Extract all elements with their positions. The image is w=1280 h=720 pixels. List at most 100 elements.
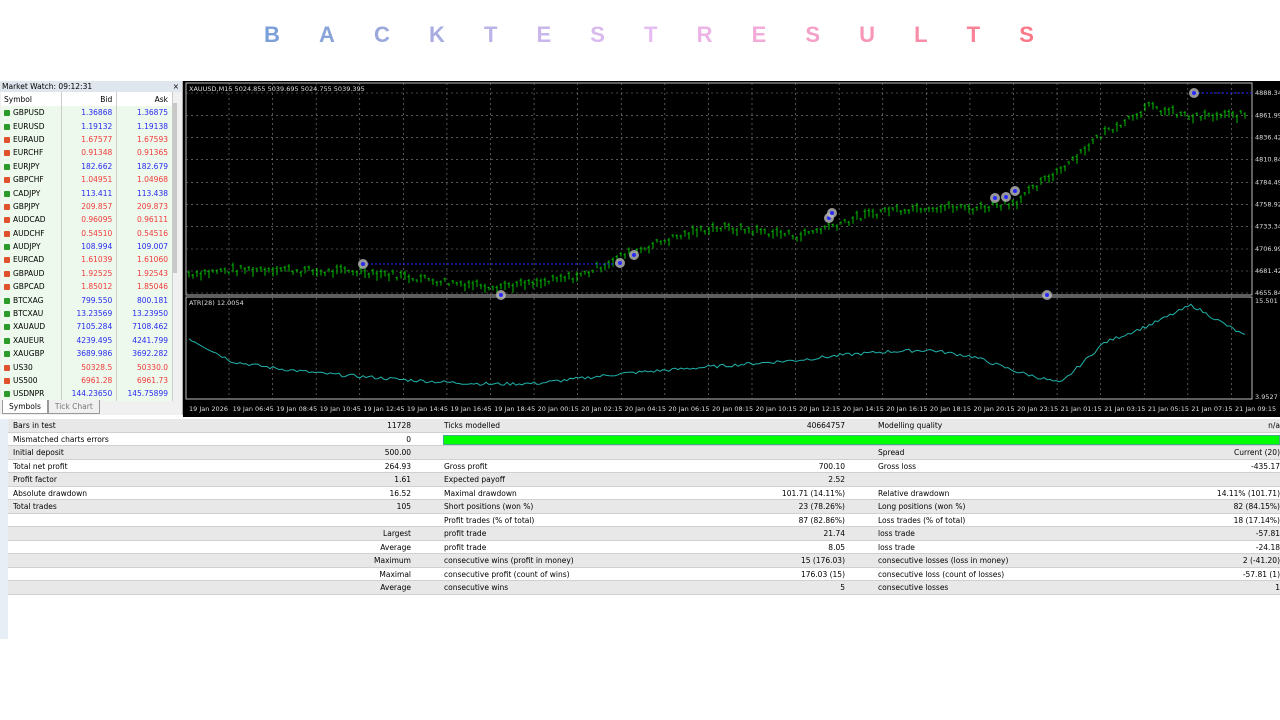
market-watch-row[interactable]: US500 6961.28 6961.73 (1, 373, 173, 388)
close-icon[interactable]: × (172, 82, 179, 91)
market-watch-row[interactable]: XAUGBP 3689.986 3692.282 (1, 347, 173, 361)
time-tick: 20 Jan 06:15 (668, 405, 709, 413)
market-watch-row[interactable]: CADJPY 113.411 113.438 (1, 186, 173, 200)
symbol-name: GBPAUD (13, 268, 45, 278)
title-letter: S (590, 22, 605, 47)
market-watch-row[interactable]: GBPCHF 1.04951 1.04968 (1, 172, 173, 187)
symbol-cell: AUDCHF (1, 226, 62, 240)
symbol-cell: AUDCAD (1, 213, 62, 227)
symbol-name: EURCHF (13, 148, 44, 158)
trade-marker-dot (1045, 293, 1049, 297)
bid-cell: 209.857 (61, 199, 118, 214)
time-tick: 20 Jan 10:15 (756, 405, 797, 413)
market-watch-row[interactable]: GBPAUD 1.92525 1.92543 (1, 266, 173, 281)
market-watch-row[interactable]: US30 50328.5 50330.0 (1, 360, 173, 374)
tab-tick-chart[interactable]: Tick Chart (47, 400, 100, 414)
report-row: Bars in test 11728 Ticks modelled 40664757 M… (8, 419, 1280, 433)
scrollbar[interactable] (173, 103, 177, 273)
market-watch-row[interactable]: XAUAUD 7105.284 7108.462 (1, 320, 173, 334)
market-watch-row[interactable]: AUDCAD 0.96095 0.96111 (1, 213, 173, 227)
arrow-down-icon (4, 177, 10, 184)
market-watch-row[interactable]: USDNPR 144.23650 145.75899 (1, 387, 173, 401)
report-label: Total trades (13, 502, 57, 511)
report-value: 1.61 (394, 475, 411, 484)
report-label: consecutive loss (count of losses) (878, 569, 1005, 579)
bid-cell: 1.61039 (61, 253, 118, 267)
time-tick: 20 Jan 08:15 (712, 405, 753, 413)
ask-cell: 109.007 (116, 239, 173, 254)
bid-cell: 50328.5 (61, 360, 118, 374)
market-watch-row[interactable]: EURCAD 1.61039 1.61060 (1, 253, 173, 267)
symbol-cell: EURCHF (1, 146, 62, 160)
market-watch-row[interactable]: GBPCAD 1.85012 1.85046 (1, 280, 173, 294)
report-value: 21.74 (823, 529, 845, 538)
ask-cell: 145.75899 (116, 387, 173, 401)
report-label: consecutive losses (878, 583, 949, 592)
symbol-cell: EURUSD (1, 119, 62, 133)
market-watch-row[interactable]: EURJPY 182.662 182.679 (1, 159, 173, 173)
price-chart[interactable]: 19 Jan 2026 19 Jan 06:45 19 Jan 08:45 19 Ja… (183, 81, 1280, 417)
market-watch-row[interactable]: GBPUSD 1.36868 1.36875 (1, 106, 173, 120)
time-tick: 19 Jan 10:45 (320, 405, 361, 413)
time-tick: 20 Jan 00:15 (538, 405, 579, 413)
atr-tick: 15.501 (1255, 297, 1278, 305)
atr-line (188, 303, 1246, 386)
market-watch-row[interactable]: EURAUD 1.67577 1.67593 (1, 132, 173, 147)
bid-cell: 0.96095 (61, 213, 118, 227)
symbol-cell: BTCXAU (1, 306, 62, 321)
report-row: Largest profit trade 21.74 loss trade -57.81 (8, 527, 1280, 541)
time-tick: 19 Jan 2026 (189, 405, 228, 413)
col-bid[interactable]: Bid (61, 92, 118, 106)
bid-cell: 7105.284 (61, 320, 118, 334)
report-row: Average profit trade 8.05 loss trade -24.18 (8, 540, 1280, 554)
symbol-name: BTCXAG (13, 295, 44, 305)
arrow-up-icon (4, 351, 10, 358)
arrow-down-icon (4, 150, 10, 157)
ask-cell: 1.85046 (116, 280, 173, 294)
report-label: Long positions (won %) (878, 502, 966, 511)
market-watch-row[interactable]: XAUEUR 4239.495 4241.799 (1, 333, 173, 348)
market-watch-row[interactable]: AUDJPY 108.994 109.007 (1, 239, 173, 254)
time-tick: 21 Jan 07:15 (1191, 405, 1232, 413)
report-value: 105 (396, 502, 411, 511)
symbol-cell: GBPUSD (1, 106, 62, 120)
market-watch-row[interactable]: GBPJPY 209.857 209.873 (1, 199, 173, 214)
tab-symbols[interactable]: Symbols (2, 400, 48, 414)
symbol-name: GBPCAD (13, 282, 45, 292)
market-watch-row[interactable]: EURUSD 1.19132 1.19138 (1, 119, 173, 133)
time-tick: 20 Jan 14:15 (843, 405, 884, 413)
col-symbol[interactable]: Symbol (1, 92, 62, 106)
col-ask[interactable]: Ask (116, 92, 173, 106)
price-tick: 4836.420 (1255, 134, 1280, 142)
price-tick: 4733.345 (1255, 222, 1280, 230)
market-watch-row[interactable]: AUDCHF 0.54510 0.54516 (1, 226, 173, 240)
report-value: -24.18 (1255, 542, 1280, 552)
report-value: 40664757 (806, 421, 845, 430)
symbol-name: XAUAUD (13, 322, 46, 332)
time-tick: 19 Jan 16:45 (451, 405, 492, 413)
report-row: Total trades 105 Short positions (won %) 23… (8, 500, 1280, 514)
bid-cell: 1.85012 (61, 280, 118, 294)
market-watch-header: Market Watch: 09:12:31 × (0, 81, 182, 92)
trade-marker-dot (993, 196, 997, 200)
bid-cell: 4239.495 (61, 333, 118, 348)
time-tick: 19 Jan 14:45 (407, 405, 448, 413)
report-value: Average (380, 542, 411, 552)
title-letter: B (264, 22, 280, 47)
market-watch-row[interactable]: BTCXAG 799.550 800.181 (1, 293, 173, 307)
report-value: 101.71 (14.11%) (781, 488, 845, 498)
report-value: -57.81 (1255, 529, 1280, 538)
report-label: loss trade (878, 529, 915, 538)
market-watch-row[interactable]: EURCHF 0.91348 0.91365 (1, 146, 173, 160)
market-watch-panel: Market Watch: 09:12:31 × Symbol Bid Ask G… (0, 81, 183, 415)
report-label: Spread (878, 448, 905, 457)
arrow-up-icon (4, 324, 10, 331)
bid-cell: 6961.28 (61, 373, 118, 388)
ask-cell: 182.679 (116, 159, 173, 173)
ask-cell: 113.438 (116, 186, 173, 200)
market-watch-row[interactable]: BTCXAU 13.23569 13.23950 (1, 306, 173, 321)
ask-cell: 1.61060 (116, 253, 173, 267)
bid-cell: 182.662 (61, 159, 118, 173)
arrow-down-icon (4, 270, 10, 277)
arrow-up-icon (4, 123, 10, 130)
